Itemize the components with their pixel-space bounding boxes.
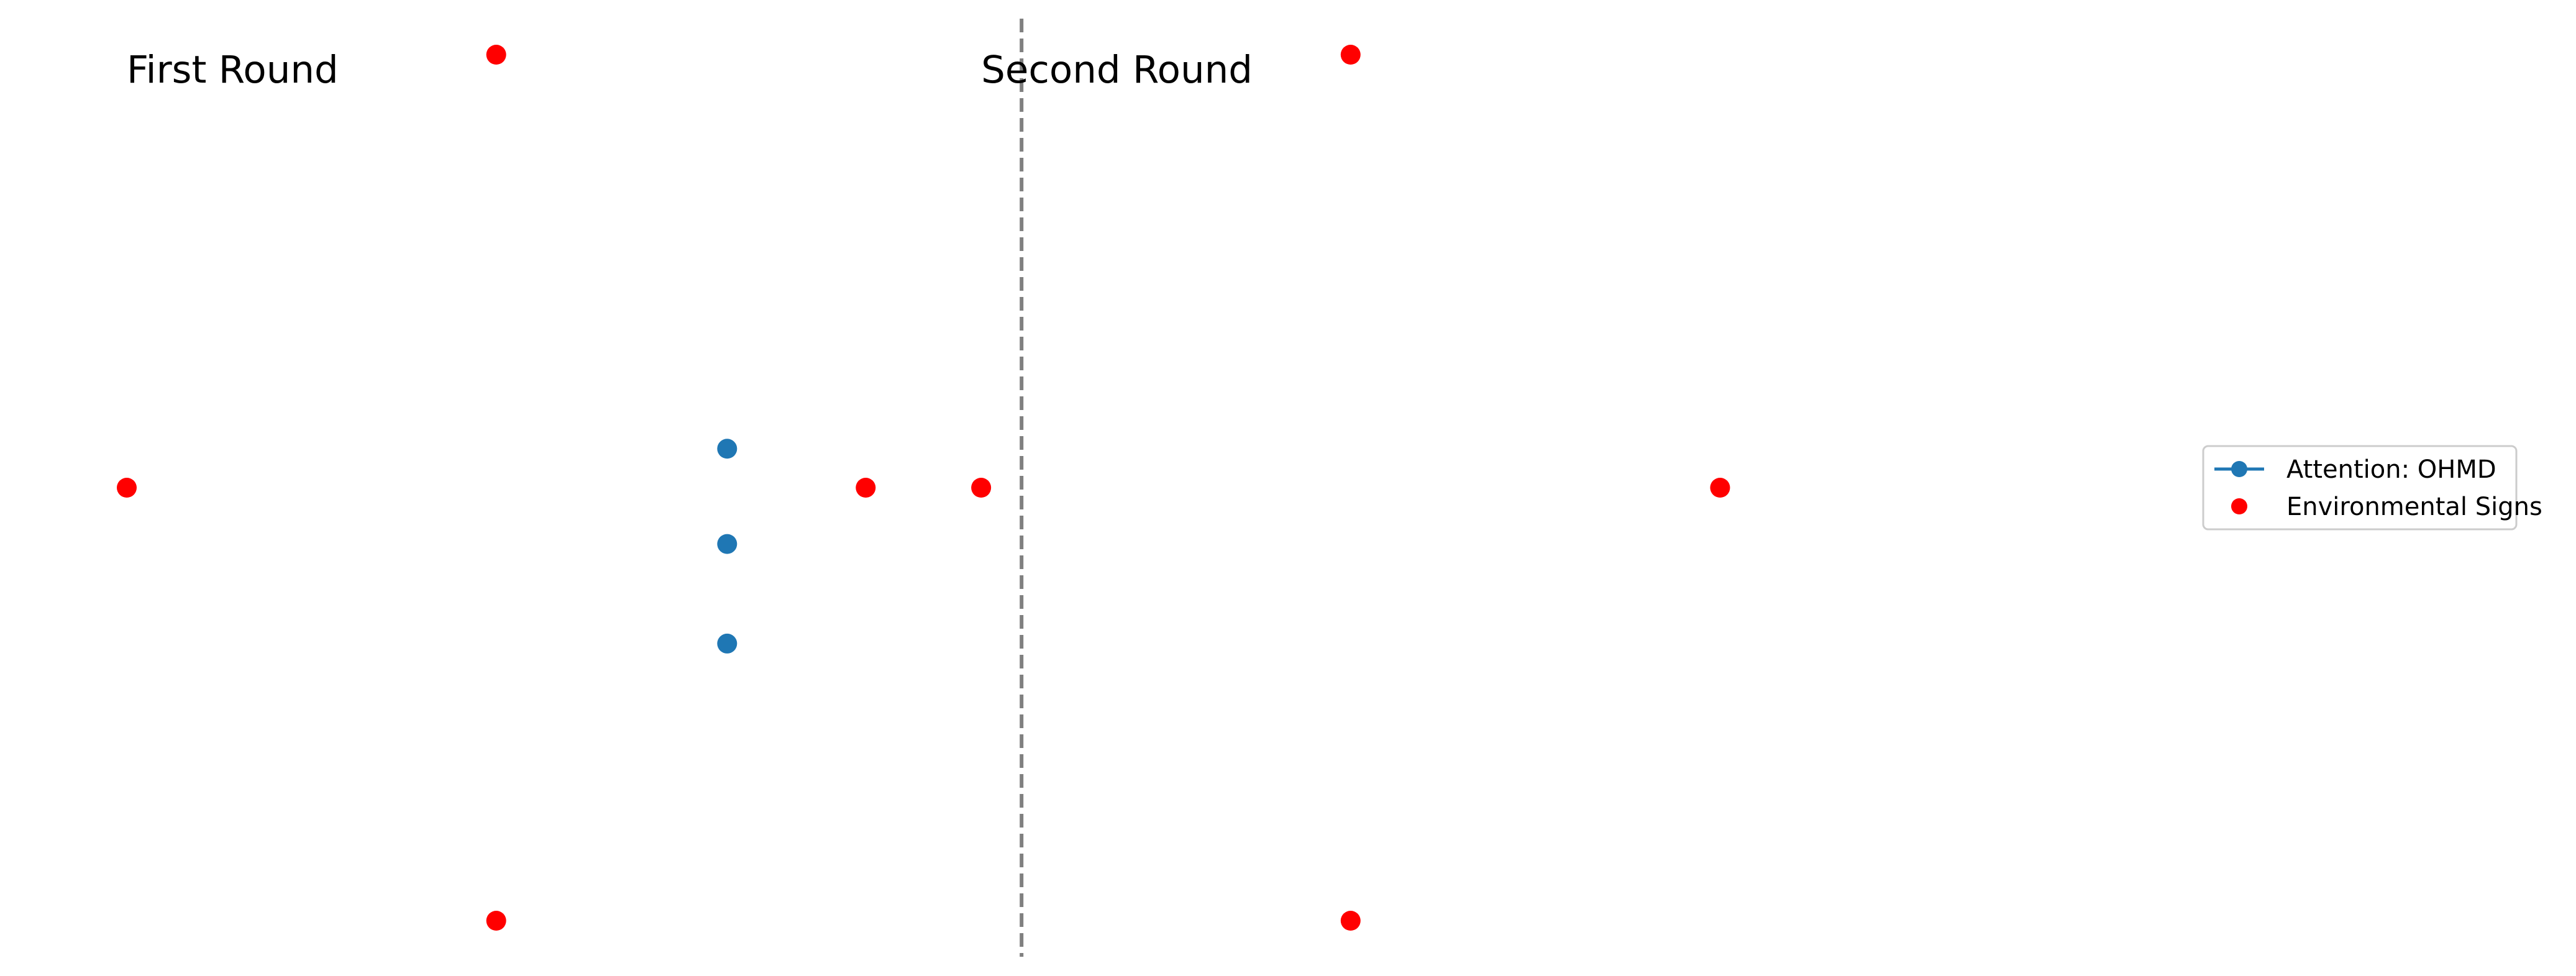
panel-title: First Round — [127, 48, 339, 92]
environmental-sign-point — [486, 45, 506, 65]
environmental-sign-point — [117, 478, 137, 498]
legend-frame — [2202, 445, 2518, 531]
ohmd-attention-point — [717, 534, 738, 554]
ohmd-attention-point — [717, 439, 738, 459]
legend-marker — [2231, 461, 2247, 477]
environmental-sign-point — [1340, 911, 1361, 931]
legend-marker — [2231, 498, 2247, 514]
legend: Attention: OHMD Environmental Signs — [2202, 445, 2542, 531]
legend-label: Environmental Signs — [2286, 493, 2542, 521]
legend-label: Attention: OHMD — [2286, 455, 2496, 484]
ohmd-attention-point — [717, 633, 738, 654]
environmental-sign-point — [1710, 478, 1730, 498]
environmental-sign-point — [971, 478, 992, 498]
environmental-sign-point — [1340, 45, 1361, 65]
environmental-sign-point — [486, 911, 506, 931]
panel-title: Second Round — [981, 48, 1253, 92]
data-points — [117, 45, 1730, 931]
panel-titles: First Round Second Round — [127, 48, 1253, 92]
environmental-sign-point — [856, 478, 876, 498]
